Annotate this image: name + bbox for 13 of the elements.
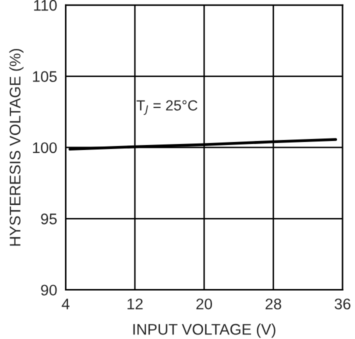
x-tick-label: 20 bbox=[196, 298, 212, 310]
y-tick-label: 100 bbox=[33, 142, 57, 154]
y-tick-label: 95 bbox=[41, 214, 57, 224]
x-tick-label: 28 bbox=[266, 298, 282, 310]
y-tick-label: 90 bbox=[41, 284, 57, 296]
x-tick-label: 36 bbox=[334, 298, 350, 310]
y-tick-label: 110 bbox=[34, 0, 57, 11]
x-tick-label: 12 bbox=[128, 298, 143, 310]
y-axis-title: HYSTERESIS VOLTAGE (%) bbox=[9, 48, 24, 246]
annotation: T$_{J}$ = 25°C bbox=[136, 100, 198, 115]
x-tick-label: 4 bbox=[62, 298, 70, 310]
x-axis-title: INPUT VOLTAGE (V) bbox=[133, 324, 276, 338]
y-tick-label: 105 bbox=[33, 71, 57, 82]
